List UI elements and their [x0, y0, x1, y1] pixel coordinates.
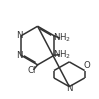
Text: N: N — [16, 31, 22, 40]
Text: NH$_2$: NH$_2$ — [53, 48, 71, 61]
Text: NH$_2$: NH$_2$ — [53, 32, 71, 44]
Text: O: O — [83, 61, 90, 70]
Text: N: N — [16, 51, 22, 60]
Text: N: N — [66, 84, 73, 93]
Text: Cl: Cl — [28, 66, 36, 75]
